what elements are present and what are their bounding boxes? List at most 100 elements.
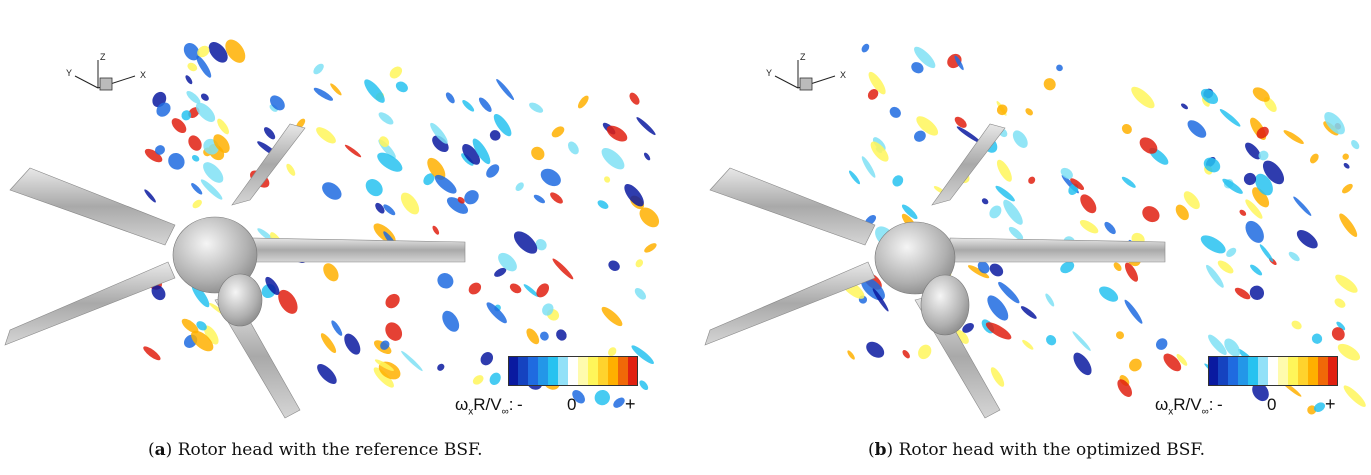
vortex-blob (639, 380, 649, 390)
vortex-blob (401, 350, 423, 372)
vortex-blob (989, 263, 1004, 277)
vortex-blob (639, 207, 660, 228)
colorbar-b (1208, 356, 1339, 386)
vortex-blob (1245, 199, 1263, 219)
vortex-blob (624, 183, 644, 207)
vortex-blob (861, 43, 870, 53)
colorbar-band (578, 356, 589, 386)
vortex-blob (987, 295, 1009, 321)
colorbar-labels-b: ωxR/V∞: - 0 + (1155, 394, 1345, 417)
vortex-blob (1008, 226, 1024, 240)
caption-b: (b) Rotor head with the optimized BSF. (868, 440, 1205, 460)
vortex-blob (1288, 251, 1300, 262)
vortex-blob (1256, 126, 1269, 139)
vortex-blob (1200, 88, 1219, 104)
vortex-blob (496, 78, 515, 101)
vortex-blob (916, 116, 939, 136)
vorticity-scene-a (4, 39, 660, 419)
vortex-blob (868, 71, 886, 95)
vortex-blob (1243, 172, 1257, 186)
blade-upper-b (931, 123, 1006, 206)
vortex-blob (493, 113, 512, 137)
vortex-blob (1022, 339, 1034, 350)
vortex-blob (472, 375, 484, 385)
vortex-blob (902, 350, 910, 359)
vortex-blob (996, 159, 1012, 182)
vortex-blob (636, 117, 656, 136)
vortex-blob (320, 333, 337, 354)
vortex-blob (385, 293, 400, 309)
vortex-blob (989, 205, 1002, 219)
vortex-blob (540, 168, 561, 187)
vortex-blob (188, 135, 202, 151)
axis-z-label: Z (100, 52, 106, 62)
vortex-blob (144, 189, 156, 203)
vortex-blob (967, 265, 990, 279)
vortex-blob (423, 173, 435, 186)
axis-y-label: Y (66, 68, 73, 78)
vortex-blob (1219, 109, 1241, 127)
vortex-blob (380, 340, 390, 350)
vortex-blob (489, 372, 501, 385)
vortex-blob (1252, 87, 1270, 102)
vortex-blob (954, 55, 964, 71)
vortex-blob (1334, 298, 1346, 308)
vortex-blob (529, 102, 544, 113)
vortex-blob (892, 175, 904, 187)
colorbar-band (1298, 356, 1309, 386)
vortex-blob (954, 116, 967, 128)
vortex-blob (461, 153, 474, 166)
vortex-blob (872, 288, 889, 312)
vortex-blob (195, 102, 216, 123)
vortex-blob (1131, 86, 1155, 109)
vortex-blob (191, 183, 203, 195)
vortex-blob (1222, 178, 1243, 194)
vortex-blob (430, 122, 448, 144)
vortex-blob (1245, 142, 1261, 160)
colorbar-band (1208, 356, 1219, 386)
vortex-blob (213, 134, 230, 153)
vortex-blob (151, 285, 166, 301)
vortex-blob (1226, 247, 1237, 258)
vortex-blob (478, 97, 492, 112)
vortex-blob (1351, 140, 1360, 150)
vortex-blob (446, 197, 469, 214)
colorbar-band (1228, 356, 1239, 386)
vortex-blob (196, 321, 207, 331)
vortex-blob (1252, 382, 1269, 402)
axis-x-label: X (140, 70, 147, 80)
blade-lower-left-a (4, 261, 176, 346)
vortex-blob (1003, 199, 1023, 225)
vortex-blob (208, 42, 228, 63)
axis-z-label: Z (800, 52, 806, 62)
vortex-blob (217, 118, 229, 135)
blade-lower-left-b (704, 261, 876, 346)
vortex-blob (192, 199, 202, 209)
vortex-blob (1203, 157, 1221, 173)
vortex-blob (847, 350, 855, 360)
vortex-blob (1113, 262, 1122, 272)
vortex-blob (861, 156, 876, 178)
vortex-blob (437, 363, 445, 371)
vortex-blob (1073, 352, 1092, 376)
vortex-blob (1342, 153, 1349, 160)
vortex-blob (191, 283, 210, 308)
vortex-blob (330, 83, 342, 96)
vortex-blob (608, 260, 620, 271)
vortex-blob (513, 231, 538, 254)
vortex-blob (604, 176, 611, 183)
vortex-blob (1020, 306, 1037, 319)
vortex-blob (434, 174, 457, 194)
vortex-blob (1116, 331, 1124, 340)
vortex-blob (990, 367, 1005, 387)
vortex-blob (889, 106, 901, 118)
vortex-blob (1056, 64, 1063, 72)
vortex-blob (204, 325, 219, 345)
colorbar-labels-a: ωxR/V∞: - 0 + (455, 394, 645, 417)
vortex-blob (1012, 130, 1028, 148)
colorbar-a (508, 356, 639, 386)
panel-a: Z X Y ωxR/V∞: - 0 + (0, 0, 670, 420)
vortex-blob (442, 310, 460, 332)
colorbar-border (1208, 356, 1338, 386)
blade-right-a (249, 237, 466, 263)
